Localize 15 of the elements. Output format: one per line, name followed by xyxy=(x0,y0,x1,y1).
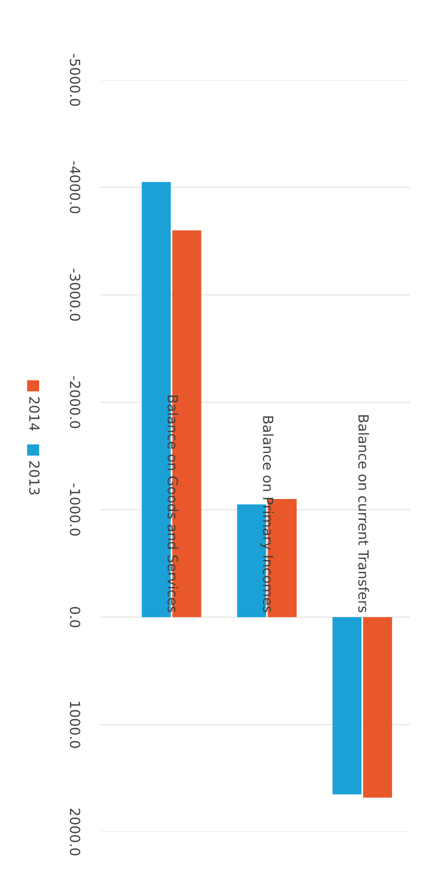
y-tick-label: 2000.0 xyxy=(70,808,80,856)
x-tick-label: Balance on Primary Incomes xyxy=(260,416,274,612)
y-tick-label: -1000.0 xyxy=(70,484,80,536)
legend-label: 2014 xyxy=(29,397,40,431)
y-tick-label: -2000.0 xyxy=(70,376,80,428)
y-tick-label: 0.0 xyxy=(70,607,80,628)
legend-label: 2013 xyxy=(29,461,40,495)
y-tick-label: -3000.0 xyxy=(70,268,80,321)
x-tick-label: Balance on current Transfers xyxy=(358,415,370,612)
bar xyxy=(363,617,392,798)
x-tick-label: Balance on Goods and Services xyxy=(168,395,178,612)
y-tick-label: -4000.0 xyxy=(70,161,80,214)
y-tick-label: 1000.0 xyxy=(70,702,80,748)
bar xyxy=(332,617,362,794)
y-tick-label: -5000.0 xyxy=(70,54,80,106)
